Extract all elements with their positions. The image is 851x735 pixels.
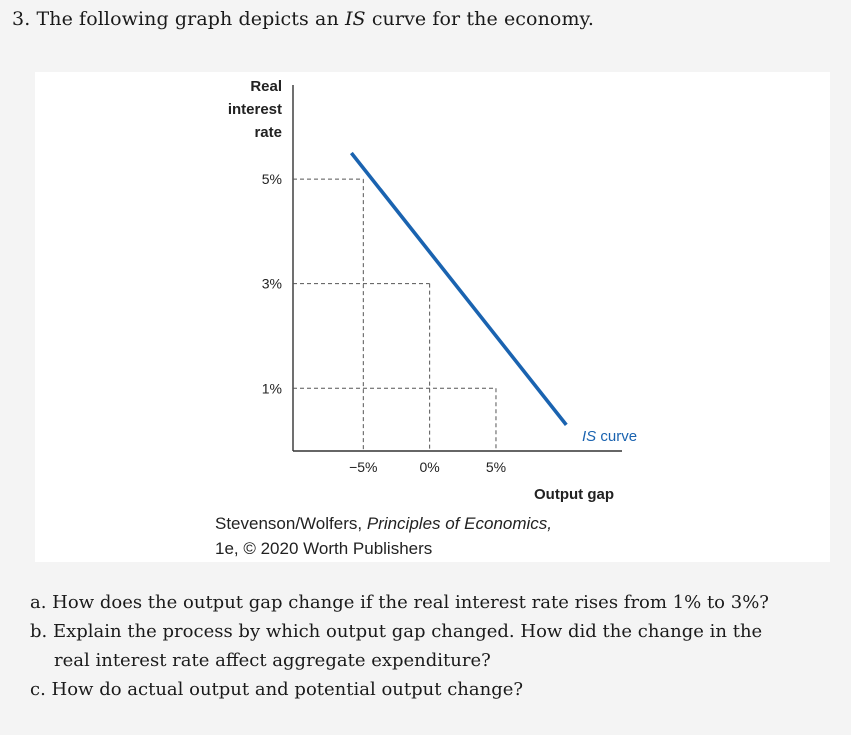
caption-edition: 1e, © 2020 Worth Publishers bbox=[215, 539, 433, 558]
y-axis-label-line: rate bbox=[254, 124, 282, 141]
caption-book-title: Principles of Economics, bbox=[366, 514, 553, 533]
caption-authors: Stevenson/Wolfers, bbox=[215, 514, 363, 533]
question-text-after: curve for the economy. bbox=[371, 8, 595, 30]
x-tick-label: 5% bbox=[486, 459, 506, 475]
figure-caption: Stevenson/Wolfers, Principles of Economi… bbox=[215, 511, 552, 561]
y-axis-label-line: interest bbox=[228, 101, 282, 118]
x-tick-label: −5% bbox=[349, 459, 377, 475]
is-curve-label: IS curve bbox=[582, 428, 637, 445]
question-is-term: IS bbox=[344, 8, 366, 30]
x-axis-label: Output gap bbox=[534, 486, 614, 503]
part-b-line1: b. Explain the process by which output g… bbox=[30, 621, 763, 642]
question-text-before: The following graph depicts an bbox=[36, 8, 339, 30]
is-curve-label-italic: IS bbox=[582, 428, 596, 445]
question-parts: a. How does the output gap change if the… bbox=[30, 588, 769, 704]
x-tick-label: 0% bbox=[420, 459, 440, 475]
figure-panel bbox=[35, 72, 830, 562]
question-heading: 3. The following graph depicts an IS cur… bbox=[12, 8, 594, 30]
y-tick-label: 5% bbox=[262, 171, 282, 187]
y-axis-label-line: Real bbox=[250, 78, 282, 95]
question-number: 3. bbox=[12, 8, 31, 30]
is-curve-label-rest: curve bbox=[596, 428, 637, 445]
y-tick-label: 1% bbox=[262, 380, 282, 396]
part-b-line2: real interest rate affect aggregate expe… bbox=[54, 650, 491, 671]
part-a: a. How does the output gap change if the… bbox=[30, 592, 769, 613]
is-curve-line bbox=[349, 151, 568, 426]
part-c: c. How do actual output and potential ou… bbox=[30, 679, 524, 700]
y-tick-label: 3% bbox=[262, 276, 282, 292]
